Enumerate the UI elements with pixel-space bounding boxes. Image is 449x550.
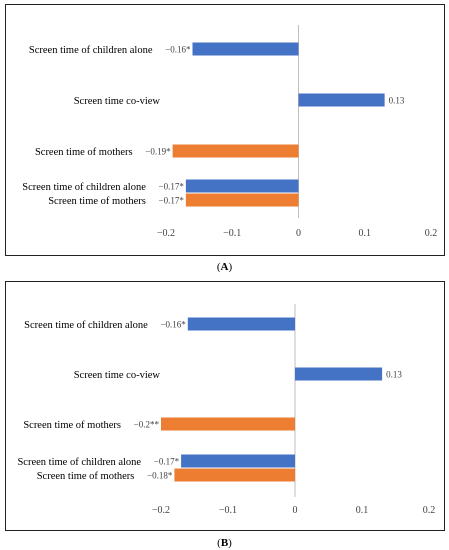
bar [185, 193, 299, 207]
data-label: −0.16* [160, 320, 186, 330]
caption-a: (A) [216, 261, 233, 273]
x-tick-label: −0.2 [152, 505, 170, 516]
category-label: Screen time co-view [74, 96, 161, 107]
x-tick-label: 0.2 [423, 505, 436, 516]
bar [161, 417, 295, 431]
bar [192, 42, 299, 56]
caption-a-letter: A [220, 261, 229, 273]
category-label: Screen time of children alone [22, 182, 146, 193]
bar [172, 144, 299, 158]
caption-b: (B) [217, 537, 232, 549]
data-label: 0.13 [389, 96, 405, 106]
category-label: Screen time of children alone [17, 457, 141, 468]
data-label: −0.17* [159, 182, 185, 192]
category-label: Screen time of mothers [35, 147, 133, 158]
bar [295, 367, 383, 381]
x-tick-label: −0.1 [219, 505, 237, 516]
data-label: 0.13 [386, 370, 402, 380]
caption-b-letter: B [220, 537, 229, 549]
data-label: −0.18* [147, 471, 173, 481]
x-tick-label: −0.1 [223, 228, 241, 239]
x-tick-label: −0.2 [157, 228, 175, 239]
category-label: Screen time co-view [74, 370, 161, 381]
chart-panel-b: −0.2 −0.1 0 0.1 0.2 Screen time of children a… [5, 281, 445, 531]
data-label: −0.17* [159, 196, 185, 206]
x-tick-label: 0 [293, 505, 298, 516]
chart-panel-a: −0.2 −0.1 0 0.1 0.2 Screen time of children a… [5, 4, 445, 256]
category-label: Screen time of children alone [24, 320, 148, 331]
bar [181, 454, 295, 468]
data-label: −0.2** [134, 420, 160, 430]
data-label: −0.16* [165, 45, 191, 55]
category-label: Screen time of children alone [29, 45, 153, 56]
bar [174, 468, 295, 482]
data-label: −0.17* [154, 457, 180, 467]
category-label: Screen time of mothers [23, 420, 121, 431]
category-label: Screen time of mothers [48, 196, 146, 207]
bar [187, 317, 295, 331]
x-tick-label: 0 [296, 228, 301, 239]
category-label: Screen time of mothers [37, 471, 135, 482]
bar [298, 93, 385, 107]
x-tick-label: 0.2 [425, 228, 438, 239]
chart-a-svg: −0.2 −0.1 0 0.1 0.2 Screen time of children a… [22, 25, 438, 239]
bar [185, 179, 299, 193]
x-tick-label: 0.1 [359, 228, 372, 239]
chart-b-svg: −0.2 −0.1 0 0.1 0.2 Screen time of children a… [17, 304, 436, 516]
data-label: −0.19* [145, 147, 171, 157]
x-tick-label: 0.1 [356, 505, 369, 516]
